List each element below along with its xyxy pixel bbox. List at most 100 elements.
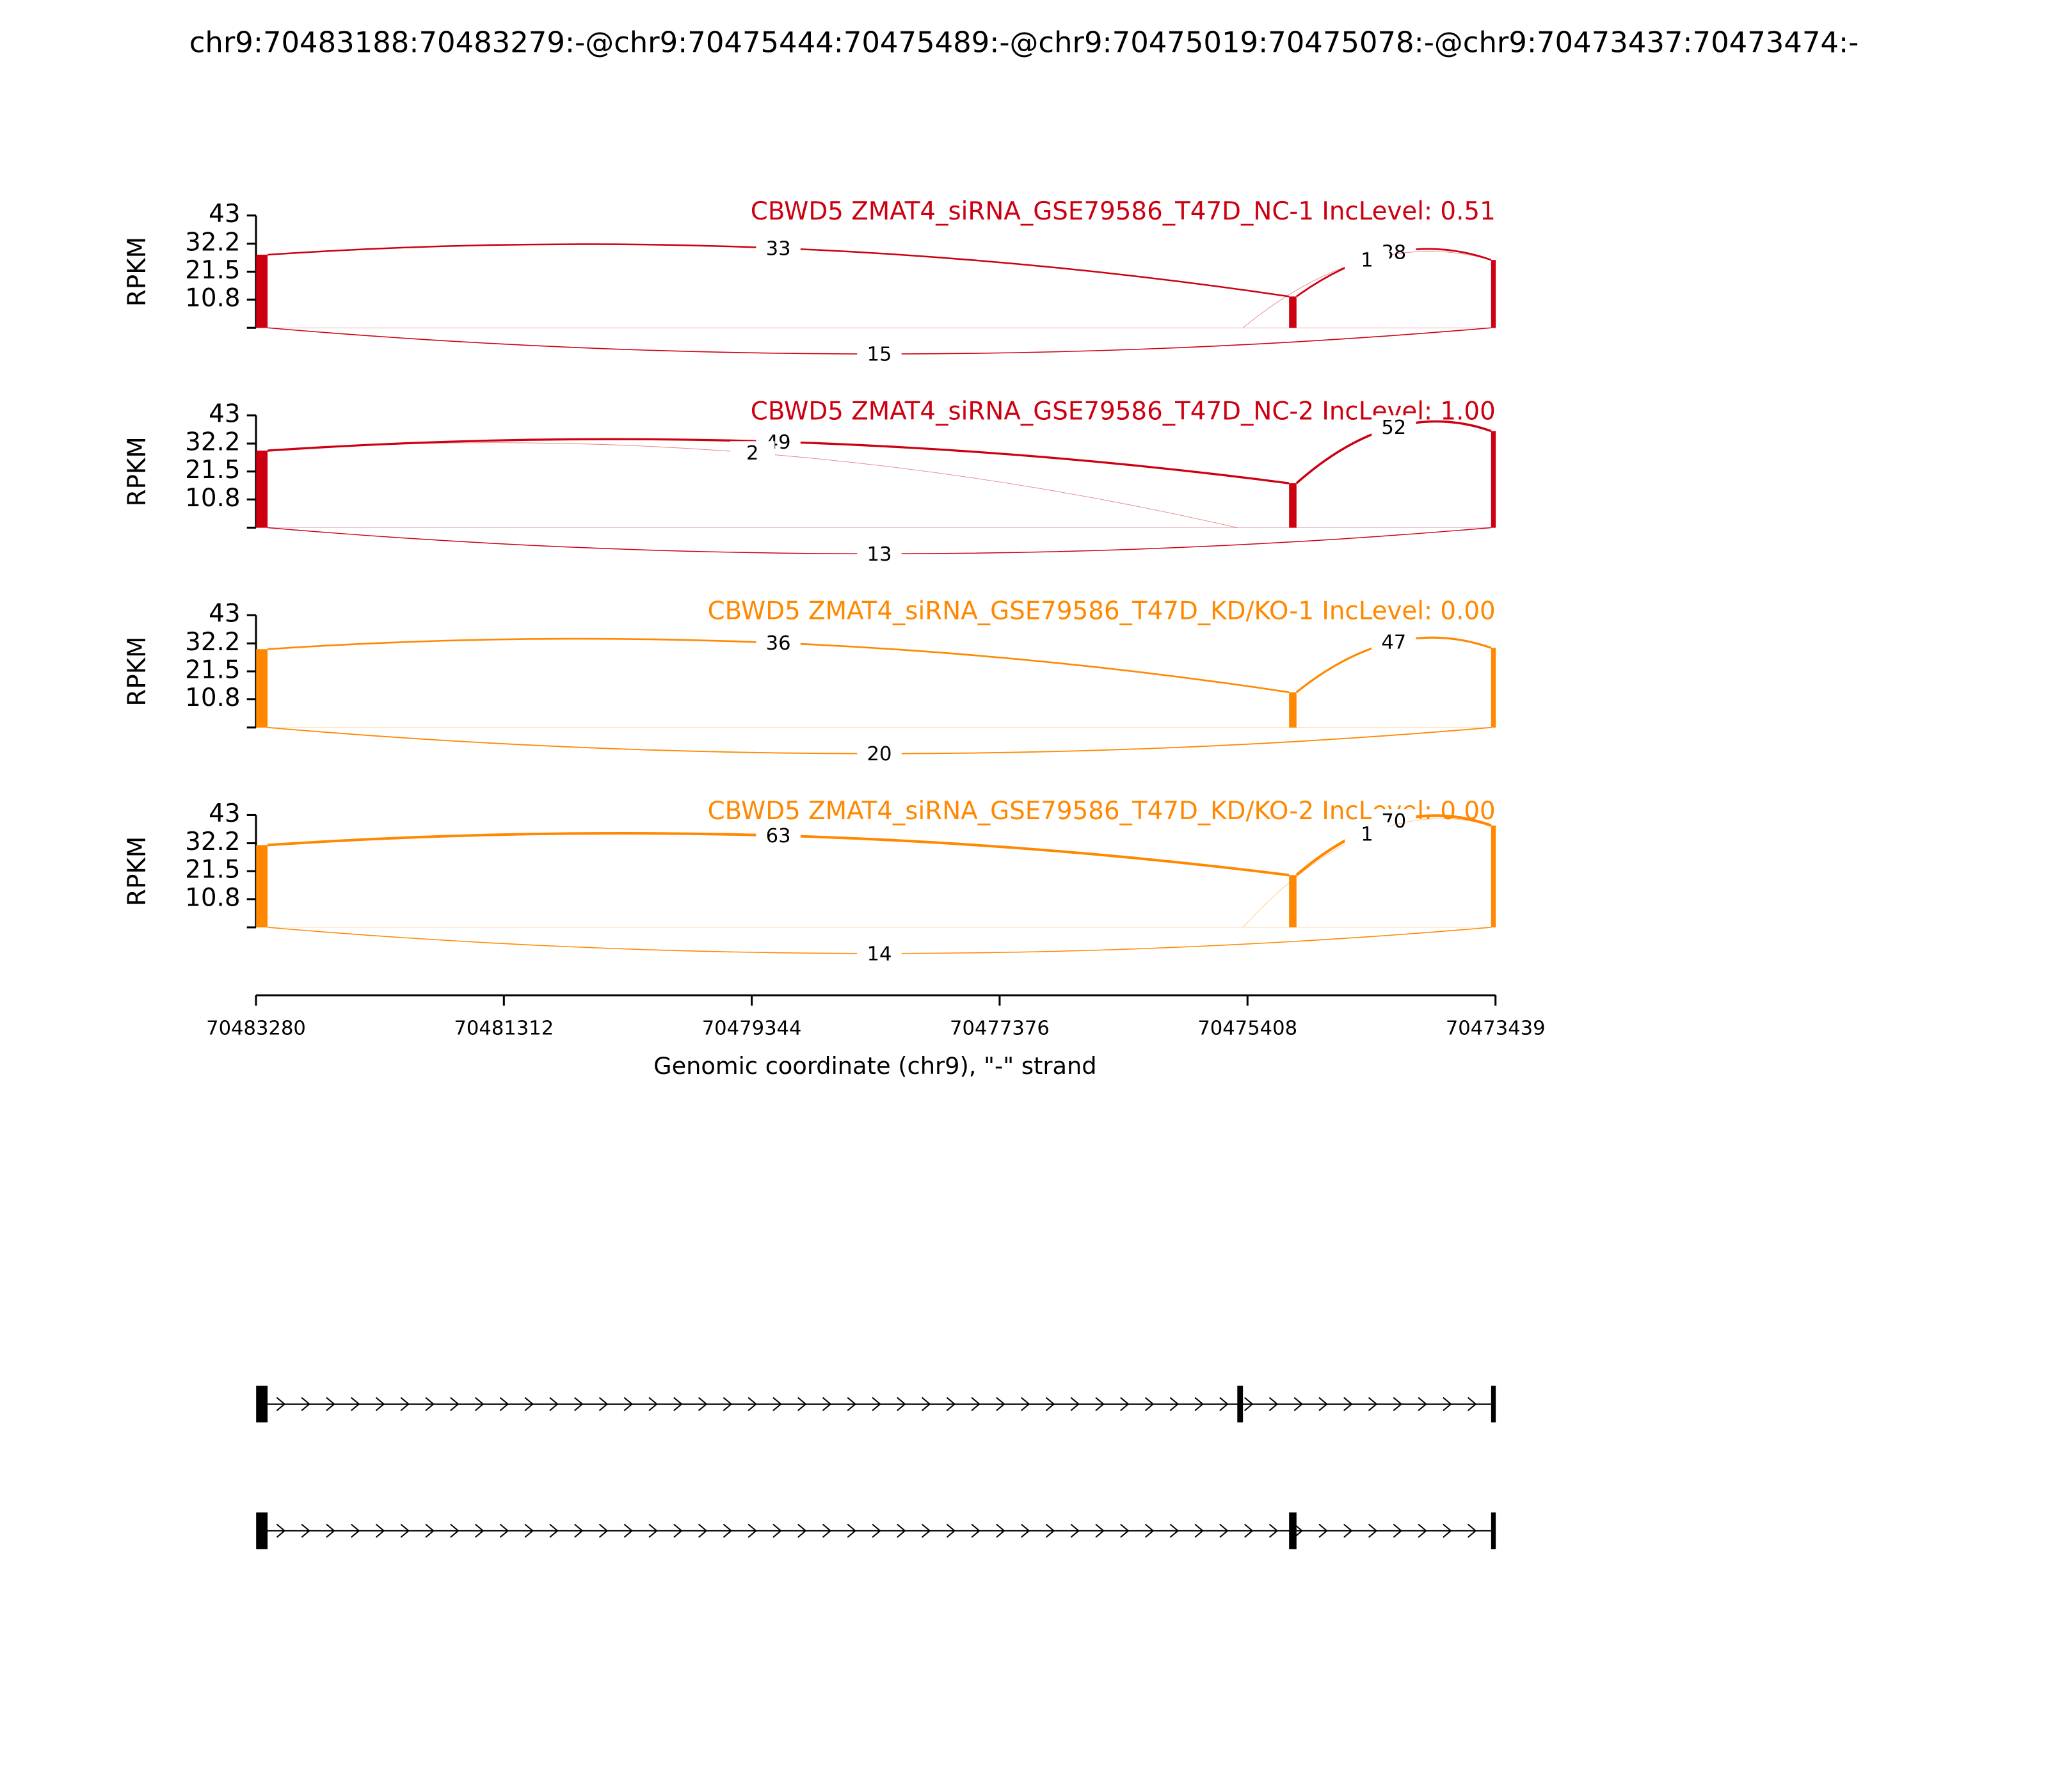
track-label: CBWD5 ZMAT4_siRNA_GSE79586_T47D_NC-2 Inc…	[751, 397, 1496, 426]
coverage	[256, 254, 268, 328]
strand-arrow	[1120, 1396, 1130, 1411]
y-tick-label: 21.5	[185, 655, 240, 684]
junction-label-bg	[756, 236, 801, 260]
strand-arrow	[673, 1523, 683, 1538]
junction-label: 33	[766, 237, 791, 260]
junction-label-bg	[857, 742, 902, 765]
strand-arrow	[897, 1523, 906, 1538]
strand-arrow	[996, 1523, 1005, 1538]
y-tick-label: 32.2	[185, 228, 240, 257]
strand-arrow	[1467, 1396, 1477, 1411]
strand-arrow	[872, 1396, 881, 1411]
exon	[256, 1386, 268, 1423]
strand-arrow	[996, 1396, 1005, 1411]
strand-arrow	[1418, 1523, 1427, 1538]
strand-arrow	[549, 1396, 559, 1411]
coverage	[256, 451, 268, 528]
junction-label-bg	[730, 441, 775, 465]
junction-label-bg	[857, 541, 902, 566]
junction-label-bg	[756, 824, 801, 847]
junction-label-bg	[1372, 415, 1416, 439]
strand-arrow	[1418, 1396, 1427, 1411]
strand-arrow	[1343, 1523, 1353, 1538]
strand-arrow	[772, 1396, 782, 1411]
strand-arrow	[598, 1523, 609, 1538]
strand-arrow	[474, 1396, 484, 1411]
strand-arrow	[499, 1523, 509, 1538]
strand-arrow	[1021, 1396, 1030, 1411]
strand-arrow	[723, 1396, 733, 1411]
strand-arrow	[946, 1396, 956, 1411]
strand-arrow	[1144, 1396, 1155, 1411]
strand-arrow	[474, 1523, 484, 1538]
coverage	[1491, 260, 1496, 328]
track-label: CBWD5 ZMAT4_siRNA_GSE79586_T47D_KD/KO-2 …	[708, 797, 1496, 826]
y-axis-label: RPKM	[123, 836, 152, 906]
strand-arrow	[1293, 1523, 1304, 1538]
junction-label: 1	[1361, 250, 1373, 272]
strand-arrow	[971, 1396, 980, 1411]
exon	[1289, 1512, 1297, 1549]
x-tick-label: 70475408	[1197, 1018, 1297, 1040]
strand-arrow	[375, 1396, 385, 1411]
strand-arrow	[400, 1396, 410, 1411]
strand-arrow	[499, 1396, 509, 1411]
strand-arrow	[326, 1396, 335, 1411]
strand-arrow	[276, 1396, 286, 1411]
strand-arrow	[1095, 1396, 1105, 1411]
track-label: CBWD5 ZMAT4_siRNA_GSE79586_T47D_NC-1 Inc…	[751, 197, 1496, 226]
strand-arrow	[574, 1523, 584, 1538]
strand-arrow	[623, 1396, 634, 1411]
junction-label: 63	[766, 825, 791, 847]
junction-label-bg	[1345, 822, 1389, 846]
x-tick-label: 70479344	[702, 1018, 802, 1040]
strand-arrow	[1268, 1396, 1279, 1411]
x-tick-label: 70477376	[950, 1018, 1050, 1040]
track-label: CBWD5 ZMAT4_siRNA_GSE79586_T47D_KD/KO-1 …	[708, 597, 1496, 626]
y-tick-label: 43	[209, 600, 240, 628]
strand-arrow	[772, 1523, 782, 1538]
junction-label-bg	[1372, 630, 1416, 654]
junction-label: 47	[1381, 632, 1406, 654]
strand-arrow	[326, 1523, 335, 1538]
junction-label: 36	[766, 632, 791, 655]
y-tick-label: 43	[209, 399, 240, 428]
strand-arrow	[1467, 1523, 1477, 1538]
exon	[256, 1512, 268, 1549]
strand-arrow	[1318, 1523, 1328, 1538]
strand-arrow	[1318, 1396, 1328, 1411]
strand-arrow	[1443, 1523, 1452, 1538]
strand-arrow	[549, 1523, 559, 1538]
strand-arrow	[623, 1523, 634, 1538]
coverage	[1491, 431, 1496, 528]
strand-arrow	[400, 1523, 410, 1538]
junction-label: 52	[1381, 417, 1406, 439]
strand-arrow	[1169, 1523, 1180, 1538]
strand-arrow	[1268, 1523, 1279, 1538]
y-tick-label: 32.2	[185, 828, 240, 856]
strand-arrow	[301, 1396, 311, 1411]
y-axis-label: RPKM	[123, 237, 152, 307]
strand-arrow	[1120, 1523, 1130, 1538]
strand-arrow	[1194, 1523, 1204, 1538]
strand-arrow	[897, 1396, 906, 1411]
y-tick-label: 32.2	[185, 628, 240, 657]
strand-arrow	[1393, 1396, 1403, 1411]
junction-label-bg	[756, 631, 801, 655]
strand-arrow	[1244, 1396, 1254, 1411]
coverage	[1289, 875, 1297, 927]
exon	[1491, 1512, 1496, 1549]
y-tick-label: 43	[209, 200, 240, 228]
strand-arrow	[822, 1396, 832, 1411]
strand-arrow	[598, 1396, 609, 1411]
junction-label-bg	[857, 941, 902, 966]
strand-arrow	[698, 1523, 708, 1538]
strand-arrow	[450, 1523, 460, 1538]
strand-arrow	[723, 1523, 733, 1538]
strand-arrow	[450, 1396, 460, 1411]
strand-arrow	[748, 1396, 757, 1411]
strand-arrow	[351, 1396, 360, 1411]
strand-arrow	[1244, 1523, 1254, 1538]
strand-arrow	[921, 1396, 931, 1411]
y-tick-label: 43	[209, 799, 240, 828]
